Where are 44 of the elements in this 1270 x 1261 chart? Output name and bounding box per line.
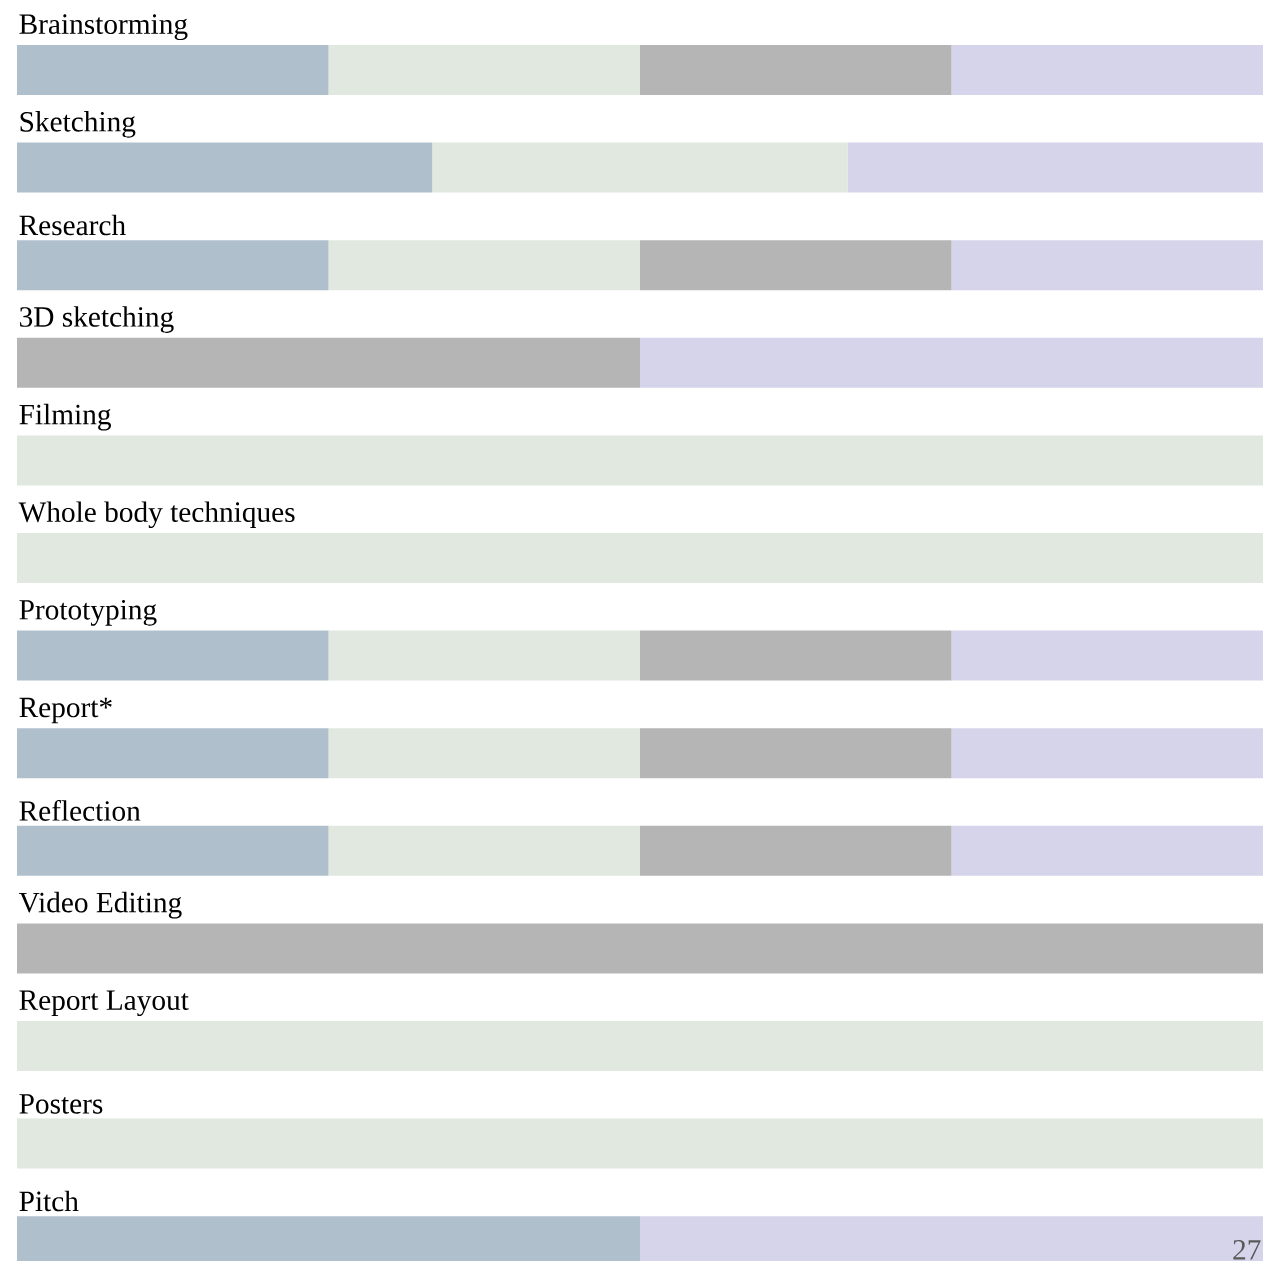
bar (17, 533, 1264, 584)
bar (328, 630, 641, 681)
bar (17, 142, 433, 193)
y-tick-label: 3D sketching (20, 306, 174, 333)
bar (17, 435, 1264, 486)
bar (640, 825, 952, 876)
bar (17, 1021, 1264, 1072)
y-tick-label: Report Layout (19, 990, 189, 1017)
bar (432, 142, 848, 193)
bar (17, 240, 329, 291)
bar (951, 45, 1264, 96)
bar (328, 728, 641, 779)
y-tick-label: Sketching (20, 111, 136, 138)
y-tick-label: Posters (19, 1094, 103, 1114)
bar (951, 240, 1264, 291)
bar (640, 630, 952, 681)
y-tick-label: Filming (19, 403, 111, 431)
y-tick-label: Reflection (19, 799, 141, 821)
bar (17, 1118, 1264, 1169)
bar (17, 825, 329, 876)
bar (640, 337, 1264, 388)
y-tick-label: Pitch (19, 1190, 79, 1212)
bar (640, 240, 952, 291)
bar (17, 337, 641, 388)
y-tick-label: Brainstorming (19, 14, 188, 41)
bar (328, 45, 641, 96)
y-tick-label: Prototyping (19, 599, 157, 626)
bar (951, 728, 1264, 779)
bar (951, 630, 1264, 681)
bar (640, 728, 952, 779)
bar (17, 45, 329, 96)
bar (951, 825, 1264, 876)
y-tick-label: Whole body techniques (18, 501, 295, 529)
y-tick-label: Research (19, 214, 126, 236)
bar (17, 728, 329, 779)
y-tick-label: Report* (19, 697, 112, 724)
bar (847, 142, 1264, 193)
bar (17, 630, 329, 681)
bar (328, 825, 641, 876)
annotation: 27 (1233, 1239, 1261, 1260)
y-tick-label: Video Editing (18, 891, 182, 919)
bar (640, 45, 952, 96)
bar (17, 923, 1264, 974)
bar (328, 240, 641, 291)
